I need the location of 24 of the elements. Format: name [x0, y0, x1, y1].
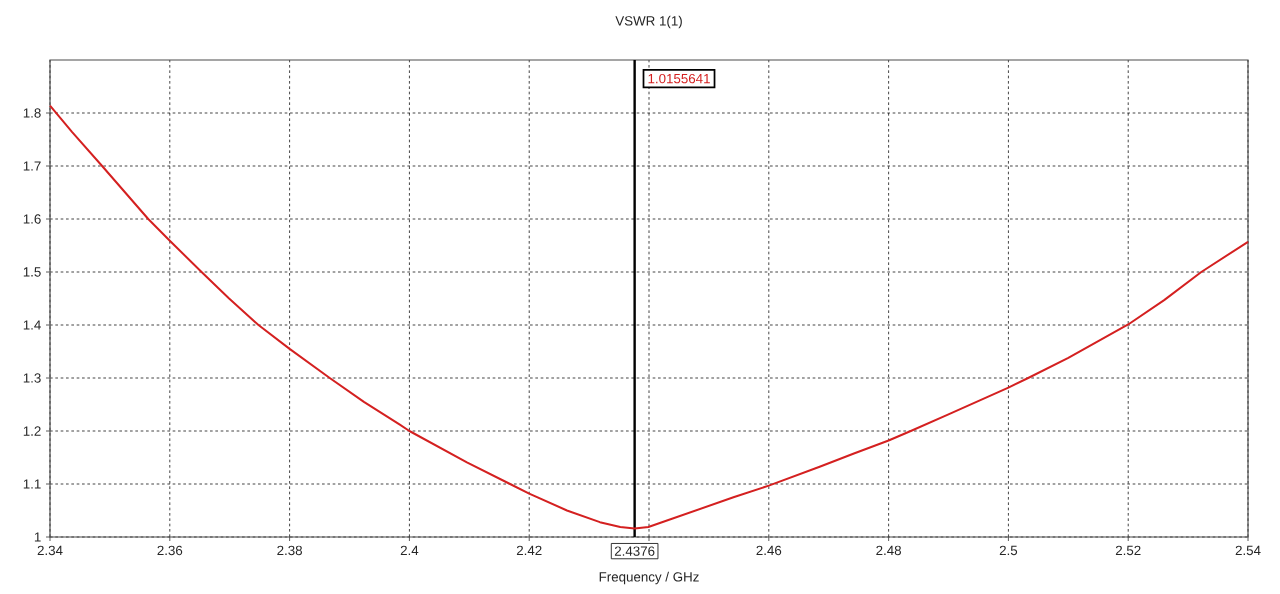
y-tick-label: 1	[34, 532, 41, 542]
y-tick-label: 1.5	[23, 267, 41, 277]
y-tick-label: 1.2	[23, 426, 41, 436]
x-tick-label: 2.36	[157, 545, 183, 556]
y-tick-label: 1.4	[23, 320, 41, 330]
annotation: 1.0155641	[648, 73, 710, 84]
x-axis-title: Frequency / GHz	[599, 571, 699, 585]
x-tick-label: 2.52	[1115, 545, 1141, 556]
y-tick-label: 1.8	[23, 108, 41, 118]
y-tick-label: 1.6	[23, 214, 41, 224]
x-tick-label: 2.48	[876, 545, 902, 556]
y-tick-label: 1.7	[23, 161, 41, 171]
chart-title: VSWR 1(1)	[615, 15, 682, 29]
x-tick-label: 2.5	[999, 545, 1018, 556]
y-tick-label: 1.1	[23, 479, 41, 489]
ref-line-label: 2.4376	[614, 546, 655, 556]
line-series	[49, 104, 1250, 530]
x-tick-label: 2.34	[37, 545, 63, 556]
y-tick-label: 1.3	[23, 373, 41, 383]
x-tick-label: 2.42	[516, 545, 542, 556]
x-tick-label: 2.38	[277, 545, 302, 556]
x-tick-label: 2.46	[756, 545, 782, 556]
x-tick-label: 2.4	[400, 545, 419, 556]
x-tick-label: 2.54	[1235, 545, 1261, 556]
